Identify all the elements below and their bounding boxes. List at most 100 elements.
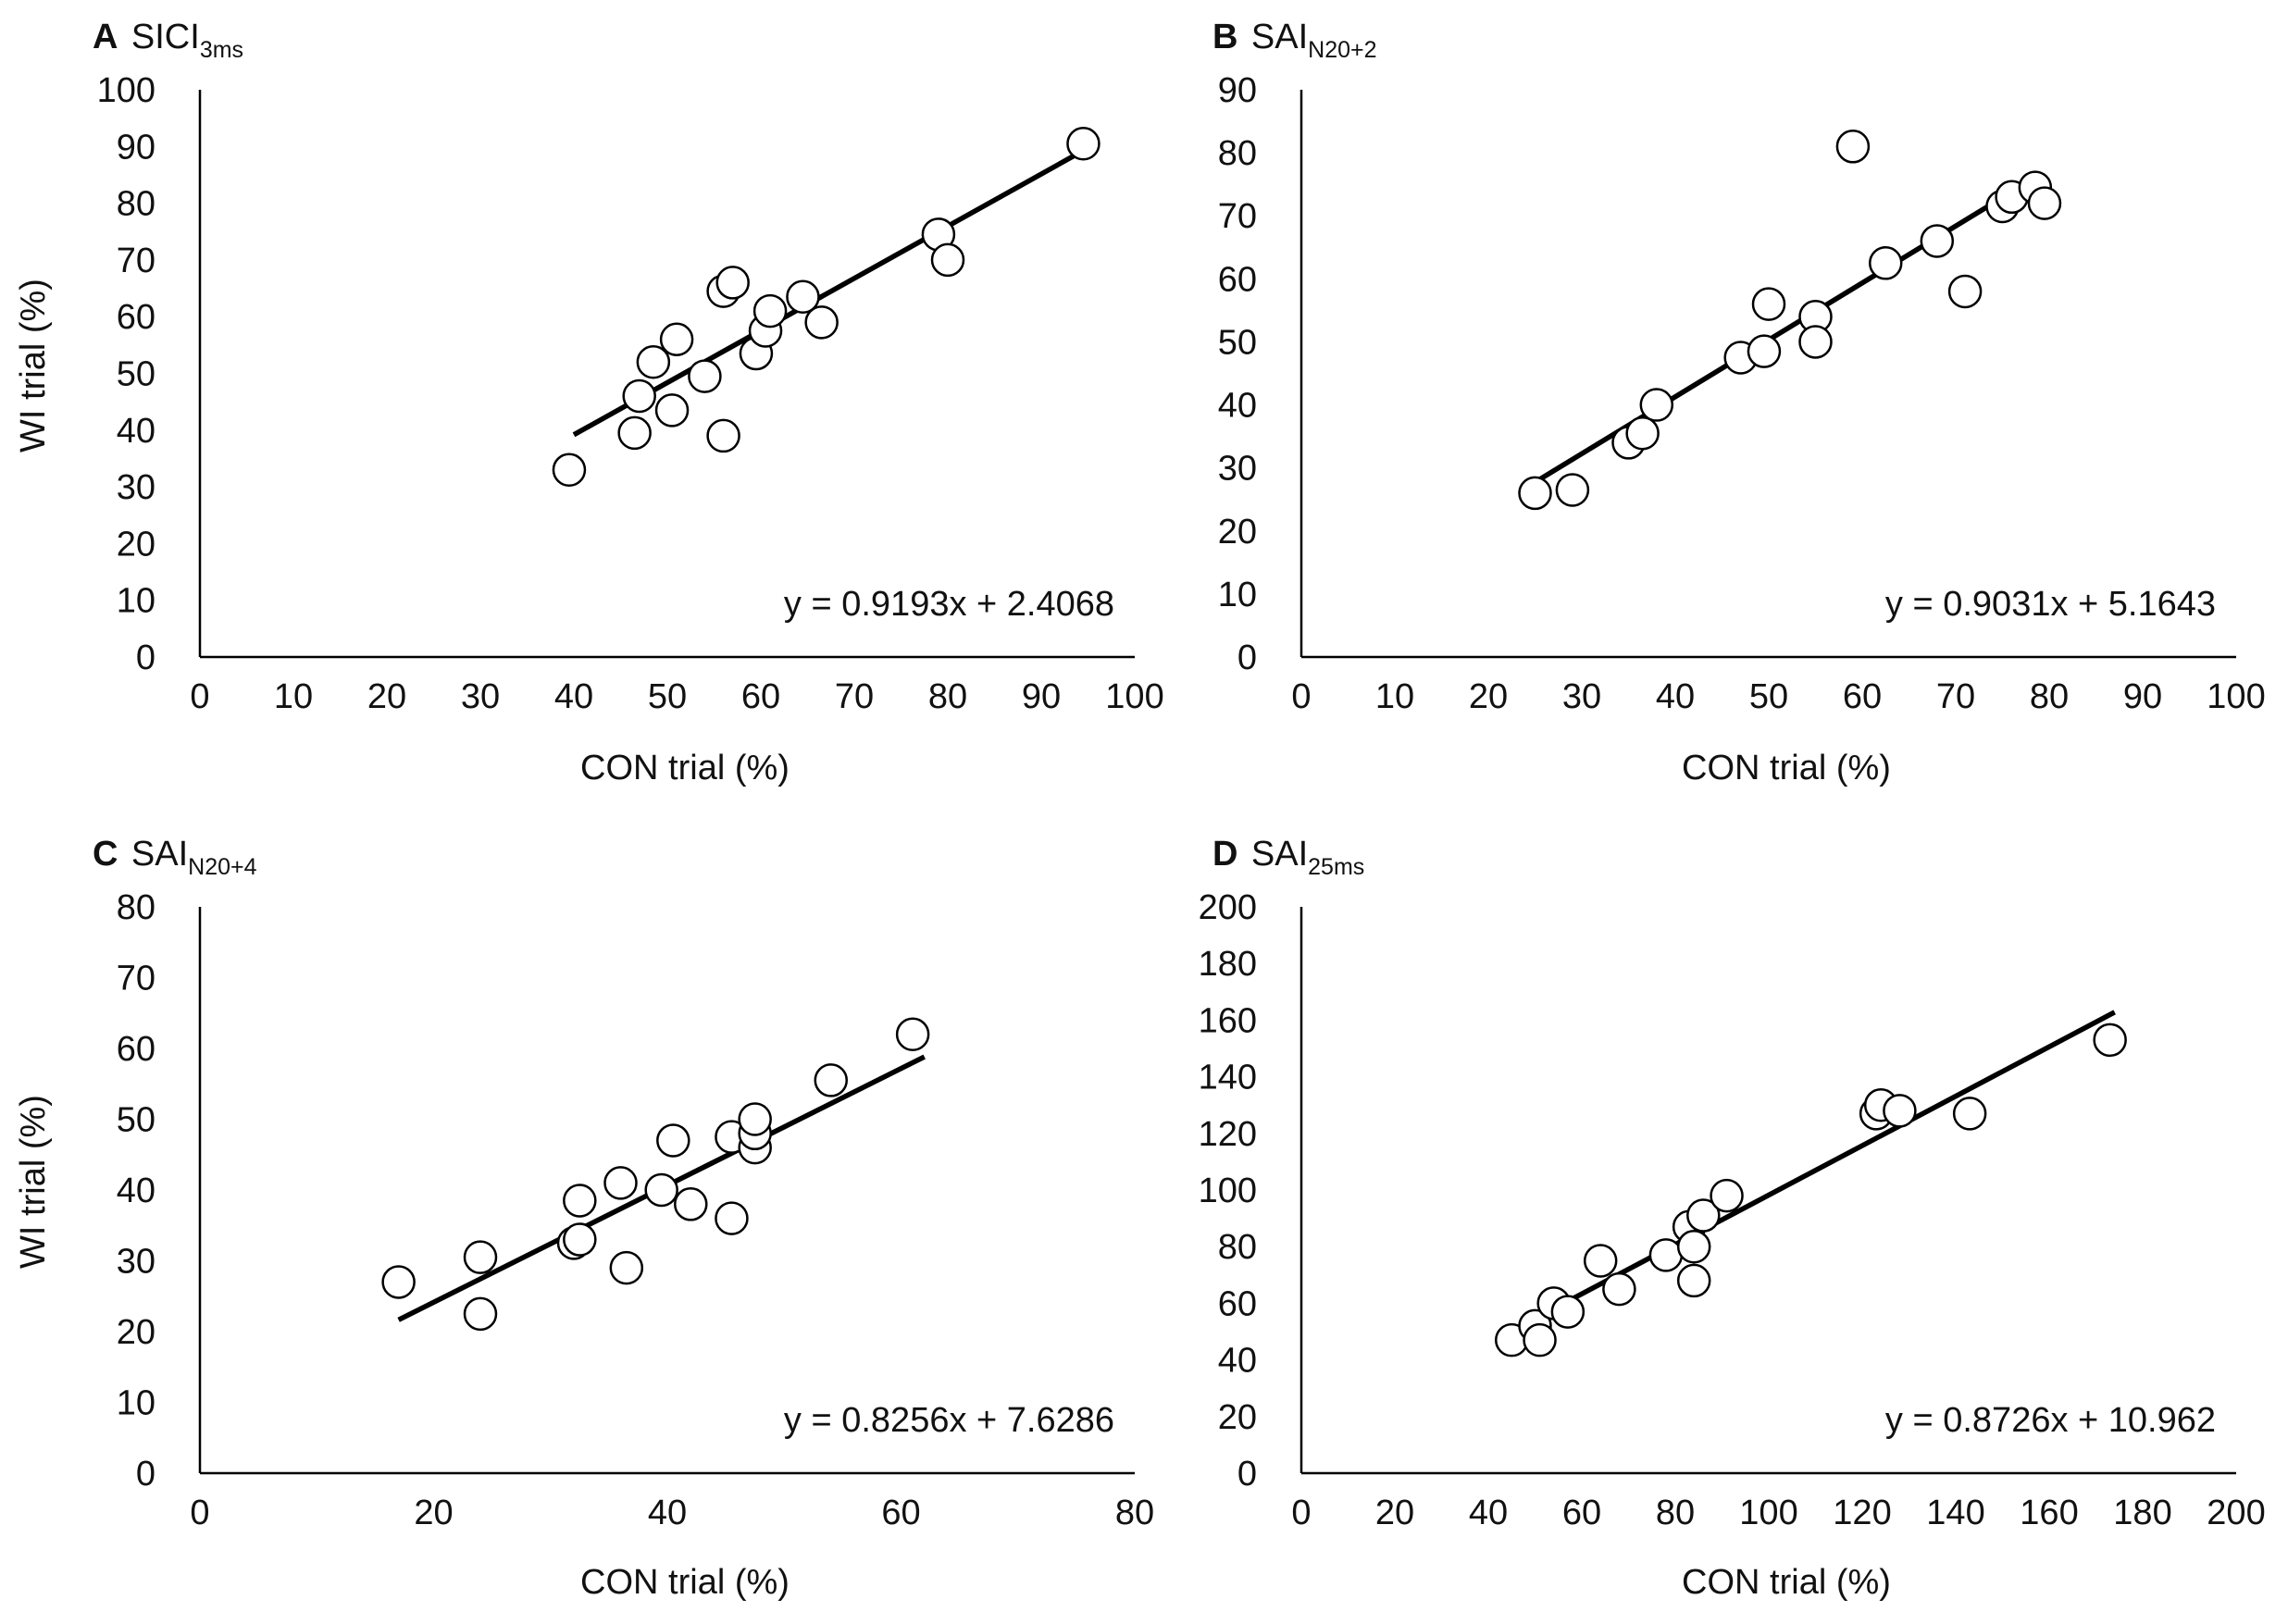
panel-letter: A [93, 18, 118, 56]
y-tick-label: 20 [1218, 1398, 1257, 1437]
panel-letter: C [93, 835, 118, 874]
x-tick-label: 140 [1926, 1494, 1984, 1532]
regression-equation: y = 0.9031x + 5.1643 [1885, 585, 2216, 624]
data-point [1947, 274, 1983, 309]
x-tick-label: 180 [2113, 1494, 2171, 1532]
y-tick-label: 10 [117, 582, 155, 621]
data-point [1523, 1322, 1557, 1357]
data-point [738, 1102, 772, 1136]
y-tick-label: 0 [1237, 1455, 1257, 1494]
data-point [463, 1296, 498, 1332]
x-tick-label: 120 [1833, 1494, 1891, 1532]
y-tick-label: 20 [117, 525, 155, 564]
plot-area: 0 10 20 30 40 50 60 70 80 90 0 10 20 30 40 50 60 70 80 90 10… [1218, 71, 2266, 716]
x-tick-label: 90 [2123, 677, 2162, 716]
data-point [1518, 476, 1552, 511]
x-axis-title: CON trial (%) [580, 1563, 790, 1602]
y-tick-label: 10 [117, 1384, 155, 1423]
data-point [674, 1187, 708, 1221]
x-tick-label: 20 [1375, 1494, 1414, 1532]
y-tick-label: 0 [136, 1455, 155, 1494]
x-tick-label: 0 [1291, 1494, 1311, 1532]
panel-title-sub: N20+2 [1308, 37, 1376, 63]
data-point [563, 1184, 597, 1218]
y-tick-label: 40 [1218, 1342, 1257, 1381]
x-tick-label: 100 [1105, 677, 1163, 716]
y-tick-label: 80 [117, 888, 155, 927]
y-tick-label: 50 [117, 355, 155, 394]
data-point [1835, 130, 1871, 164]
data-point [381, 1265, 416, 1299]
panel-d: D SAI25ms CON trial (%) 0 20 40 60 80 100 120 1… [1199, 835, 2266, 1602]
panel-title-main: SICI [131, 18, 200, 56]
x-tick-label: 0 [190, 677, 209, 716]
panel-title-main: SAI [131, 835, 188, 874]
data-point [2027, 186, 2062, 220]
x-tick-label: 50 [648, 677, 687, 716]
x-tick-label: 50 [1749, 677, 1788, 716]
x-tick-label: 40 [648, 1494, 687, 1532]
x-tick-label: 20 [1469, 677, 1508, 716]
data-point [1550, 1295, 1585, 1329]
x-tick-label: 200 [2207, 1494, 2265, 1532]
panel-b: B SAIN20+2 CON trial (%) 0 10 20 30 40 50 60 70… [1212, 18, 2266, 787]
data-point [656, 1123, 690, 1158]
data-point [1869, 246, 1903, 280]
data-point [715, 266, 750, 300]
x-tick-label: 30 [461, 677, 500, 716]
y-tick-label: 60 [117, 298, 155, 337]
panel-title-main: SAI [1251, 835, 1308, 874]
trendline [1510, 1010, 2116, 1333]
data-point [1883, 1094, 1917, 1128]
panel-a-title: A SICI3ms [93, 18, 243, 63]
data-point [1676, 1229, 1711, 1264]
panel-letter: B [1212, 18, 1237, 56]
plot-area: 0 10 20 30 40 50 60 70 80 90 100 0 10 20 30 40 50 60 70 80 9… [97, 71, 1164, 716]
regression-equation: y = 0.8256x + 7.6286 [784, 1401, 1114, 1440]
data-point [603, 1166, 638, 1200]
data-point [617, 415, 652, 451]
data-point [1639, 388, 1674, 422]
y-tick-label: 70 [1218, 197, 1257, 236]
y-tick-label: 120 [1199, 1115, 1257, 1154]
x-tick-label: 60 [1562, 1494, 1601, 1532]
y-tick-label: 50 [117, 1101, 155, 1140]
x-axis-title: CON trial (%) [1682, 1563, 1891, 1602]
x-tick-label: 100 [1739, 1494, 1797, 1532]
data-point [1555, 473, 1590, 507]
y-tick-label: 100 [97, 71, 155, 110]
data-point [715, 1201, 749, 1235]
data-point [1798, 325, 1833, 359]
x-tick-label: 40 [1469, 1494, 1508, 1532]
y-tick-label: 140 [1199, 1059, 1257, 1097]
y-tick-label: 60 [117, 1030, 155, 1069]
y-tick-label: 20 [117, 1313, 155, 1352]
data-point [636, 344, 671, 379]
y-tick-label: 80 [1218, 134, 1257, 173]
data-point [644, 1172, 678, 1208]
y-tick-label: 80 [117, 185, 155, 224]
data-point [1751, 287, 1786, 321]
panel-title-sub: 3ms [200, 37, 243, 63]
data-point [895, 1017, 930, 1051]
x-tick-label: 0 [190, 1494, 209, 1532]
data-point [563, 1222, 597, 1257]
y-tick-label: 180 [1199, 945, 1257, 984]
data-point [786, 279, 820, 314]
y-tick-label: 0 [136, 638, 155, 677]
x-tick-label: 90 [1022, 677, 1061, 716]
data-point [1676, 1263, 1711, 1298]
x-tick-label: 80 [1656, 1494, 1695, 1532]
y-tick-label: 40 [1218, 387, 1257, 426]
panel-title-sub: N20+4 [188, 854, 256, 880]
data-point [1625, 415, 1660, 451]
x-tick-label: 70 [835, 677, 874, 716]
x-axis-title: CON trial (%) [1682, 749, 1891, 787]
data-point [1602, 1271, 1636, 1307]
trendline [572, 148, 1085, 438]
data-point [1583, 1244, 1618, 1278]
y-tick-label: 60 [1218, 1284, 1257, 1323]
x-tick-label: 40 [554, 677, 593, 716]
y-tick-label: 0 [1237, 638, 1257, 677]
